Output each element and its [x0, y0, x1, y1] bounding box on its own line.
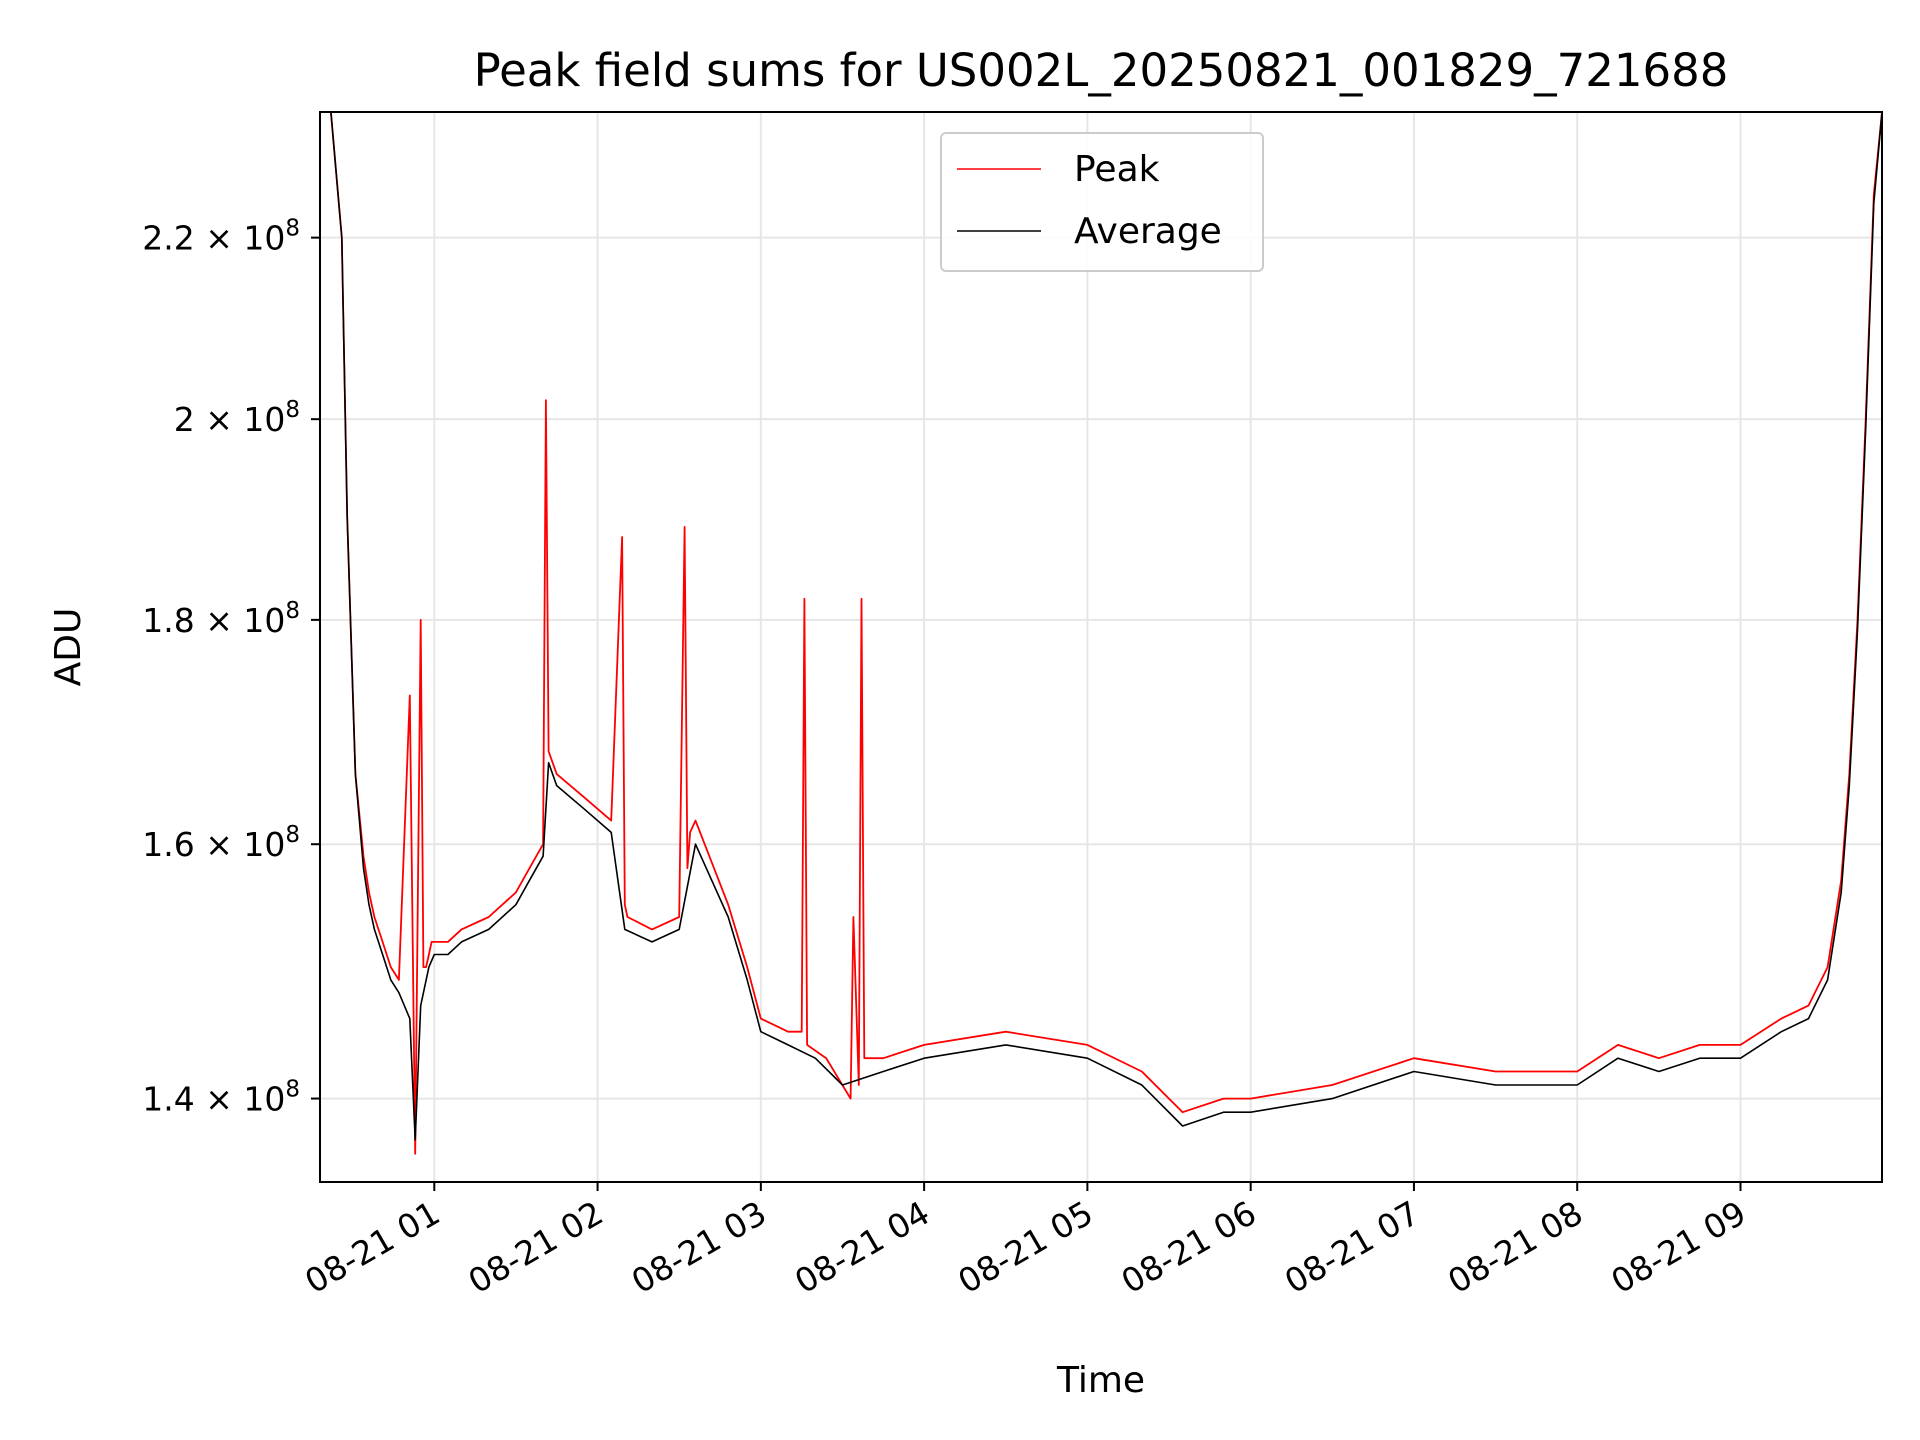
plot-frame: [319, 111, 1883, 1183]
series-line-peak: [320, 112, 1882, 1155]
legend-box: [940, 132, 1264, 272]
y-tick-label: 1.4 × 108: [142, 1077, 300, 1119]
y-tick-label: 1.8 × 108: [142, 598, 300, 640]
chart-title: Peak field sums for US002L_20250821_0018…: [474, 44, 1729, 97]
legend-label-average: Average: [1074, 211, 1222, 252]
legend: Peak Average: [940, 132, 1264, 272]
legend-label-peak: Peak: [1074, 149, 1160, 190]
y-axis: 1.4 × 108 1.6 × 108 1.8 × 108 2 × 108 2.2 × …: [142, 216, 320, 1119]
series-line-average: [320, 112, 1882, 1141]
y-tick-label: 1.6 × 108: [142, 822, 300, 864]
x-axis-label: Time: [1056, 1360, 1145, 1401]
y-tick-label: 2.2 × 108: [142, 216, 300, 258]
y-tick-label: 2 × 108: [174, 397, 300, 439]
plot-area: [320, 112, 1882, 1155]
y-axis-label: ADU: [48, 608, 89, 687]
